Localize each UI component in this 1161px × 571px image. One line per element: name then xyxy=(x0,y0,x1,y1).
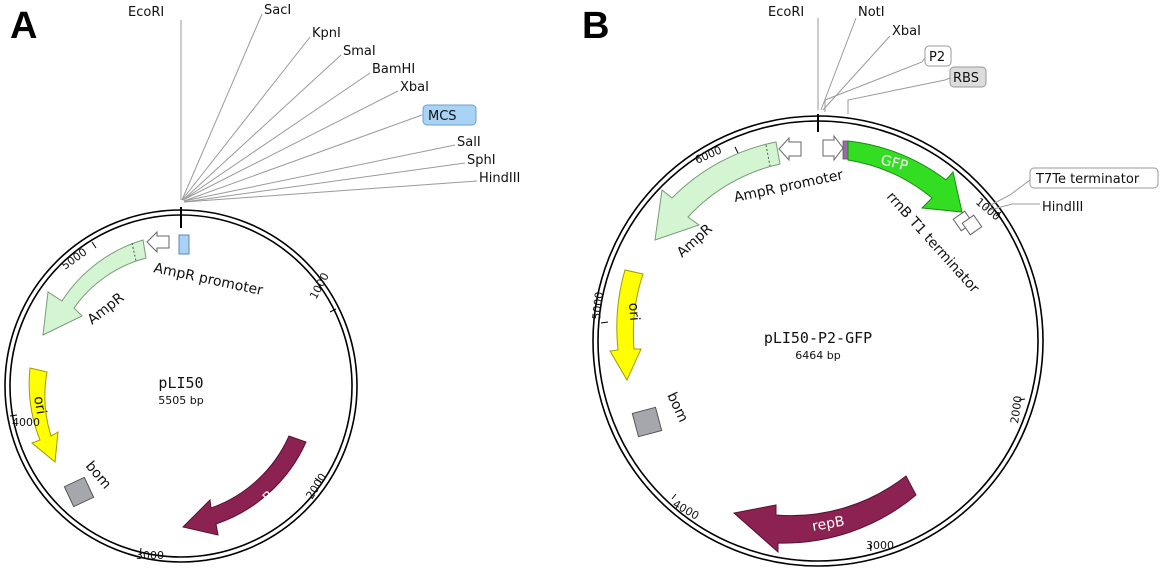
plasmid-size-a: 5505 bp xyxy=(158,394,203,407)
panel-letter-a: A xyxy=(10,5,37,47)
site-mcs: MCS xyxy=(428,109,457,124)
site-xbai-b: XbaI xyxy=(892,24,921,39)
panel-letter-b: B xyxy=(582,5,609,47)
site-kpni: KpnI xyxy=(312,26,341,41)
site-xbai-a: XbaI xyxy=(400,80,429,95)
mcs-label-box xyxy=(422,104,477,126)
label-repb-b: repB xyxy=(811,514,846,535)
site-t7te-terminator: T7Te terminator xyxy=(1035,172,1140,187)
label-ori-a: ori xyxy=(30,395,49,416)
rbs-label-box xyxy=(949,66,987,88)
p2-promoter-arrow xyxy=(822,134,844,162)
p2-label-box xyxy=(924,45,952,67)
ampr-arrow-a xyxy=(42,239,147,336)
ampr-promoter-arrow-b xyxy=(778,136,802,162)
site-bamhi: BamHI xyxy=(372,62,415,77)
site-noti: NotI xyxy=(858,5,885,20)
tick-5000-a: 5000 xyxy=(59,245,89,272)
ori-arrow-a xyxy=(28,367,59,463)
plasmid-name-b: pLI50-P2-GFP xyxy=(764,329,872,347)
bom-feature-b xyxy=(631,406,663,438)
site-hindiii-a: HindIII xyxy=(479,171,520,186)
site-hindiii-b: HindIII xyxy=(1042,200,1083,215)
ampr-promoter-arrow-a xyxy=(146,230,170,254)
label-ampr-promoter-a: AmpR promoter xyxy=(152,260,264,299)
tick-4000-a: 4000 xyxy=(12,416,40,429)
t7te-feature-box xyxy=(961,214,983,236)
label-gfp: GFP xyxy=(879,152,909,174)
mcs-feature xyxy=(178,234,190,255)
tick-3000-b: 3000 xyxy=(866,539,894,552)
tick-2000-b: 2000 xyxy=(1008,395,1025,425)
repb-arrow-a xyxy=(182,435,307,536)
ticks-b xyxy=(600,146,1026,552)
tick-5000-b: 5000 xyxy=(590,291,606,320)
ampr-arrow-b xyxy=(654,141,781,241)
label-bom-b: bom xyxy=(663,390,691,425)
tick-4000-b: 4000 xyxy=(671,497,702,522)
label-ampr-a: AmpR xyxy=(85,290,128,329)
ori-arrow-b xyxy=(609,269,644,382)
plasmid-size-b: 6464 bp xyxy=(795,349,840,362)
plasmid-name-a: pLI50 xyxy=(158,374,203,392)
site-smai: SmaI xyxy=(343,44,376,59)
ticks-a xyxy=(9,241,337,556)
site-p2: P2 xyxy=(929,50,945,65)
site-ecori-b: EcoRI xyxy=(768,5,804,20)
tick-3000-a: 3000 xyxy=(136,549,164,562)
label-ori-b: ori xyxy=(625,302,642,321)
t7te-label-box xyxy=(1029,167,1159,189)
panel-b: B EcoRI NotI XbaI P2 RBS T7Te terminator… xyxy=(582,5,1159,567)
leader-lines-a xyxy=(180,13,478,203)
site-saci: SacI xyxy=(264,3,291,18)
leader-lines-b xyxy=(817,17,1040,211)
repb-arrow-b xyxy=(732,475,917,554)
site-ecori-a: EcoRI xyxy=(128,5,164,20)
site-sphi: SphI xyxy=(467,153,496,168)
site-rbs: RBS xyxy=(953,71,979,86)
tick-1000-b: 1000 xyxy=(973,195,1003,223)
rbs-feature xyxy=(842,140,849,160)
gfp-arrow xyxy=(847,140,963,213)
site-sali: SalI xyxy=(457,135,481,150)
bom-feature-a xyxy=(63,476,95,508)
panel-a: A EcoRI SacI KpnI SmaI BamHI XbaI MCS Sa… xyxy=(4,3,520,563)
